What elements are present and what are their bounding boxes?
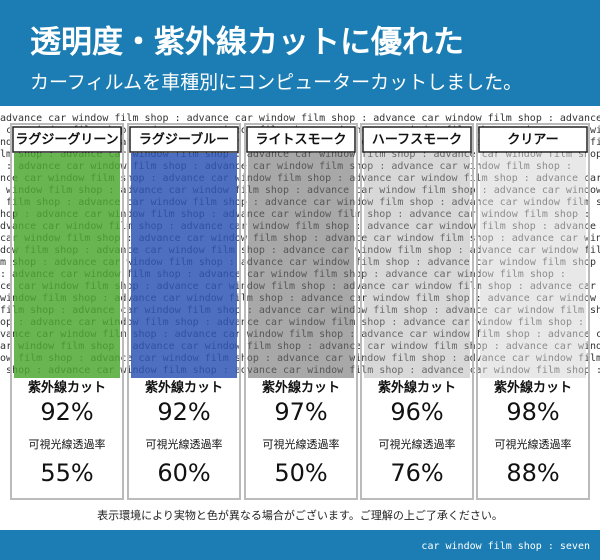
card-body [129, 378, 239, 498]
card-body [478, 378, 588, 498]
visible-value: 76% [390, 459, 443, 487]
note: 表示環境により実物と色が異なる場合がございます。ご理解の上ご了承ください。 [97, 508, 503, 522]
card-frame [476, 123, 590, 500]
uv-label: 紫外線カット [28, 380, 106, 396]
uv-value: 97% [274, 398, 327, 426]
film-name: ラグジーブルー [139, 132, 229, 148]
glass [480, 153, 586, 379]
visible-label: 可視光線透過率 [379, 437, 456, 451]
film-name: クリアー [507, 133, 558, 148]
visible-value: 50% [274, 459, 327, 487]
uv-label: 紫外線カット [145, 380, 223, 396]
card-body [12, 378, 122, 498]
card-frame [10, 123, 124, 500]
card-body [246, 378, 356, 498]
card-header [478, 126, 588, 153]
card-frame [127, 123, 241, 500]
footer-band [0, 530, 600, 560]
visible-label: 可視光線透過率 [146, 437, 223, 451]
card-frame [360, 123, 474, 500]
glass [248, 153, 354, 379]
uv-value: 92% [157, 398, 210, 426]
header-band [0, 0, 600, 106]
uv-value: 92% [40, 398, 93, 426]
uv-value: 96% [390, 398, 443, 426]
uv-value: 98% [506, 398, 559, 426]
footer: car window film shop : seven [421, 541, 590, 552]
title: 透明度・紫外線カットに優れた [30, 25, 464, 61]
card-header [129, 126, 239, 153]
cards: ラグジーグリーン紫外線カット92%可視光線透過率55%ラグジーブルー紫外線カット… [10, 123, 590, 500]
visible-value: 88% [506, 459, 559, 487]
glass [131, 153, 237, 379]
card-header [12, 126, 122, 153]
card-header [362, 126, 472, 153]
card-header [246, 126, 356, 153]
card-frame [244, 123, 358, 500]
subtitle: カーフィルムを車種別にコンピューターカットしました。 [30, 72, 522, 94]
glass [364, 153, 470, 379]
visible-value: 55% [40, 459, 93, 487]
film-name: ラグジーグリーン [15, 132, 118, 148]
uv-label: 紫外線カット [378, 380, 456, 396]
card-body [362, 378, 472, 498]
visible-label: 可視光線透過率 [263, 437, 340, 451]
film-name: ライトスモーク [255, 133, 346, 148]
visible-label: 可視光線透過率 [29, 437, 106, 451]
visible-value: 60% [157, 459, 210, 487]
pattern-row: advance car window film shop : advance c… [0, 113, 600, 124]
uv-label: 紫外線カット [262, 380, 340, 396]
uv-label: 紫外線カット [494, 380, 572, 396]
visible-label: 可視光線透過率 [495, 437, 572, 451]
glass [14, 153, 120, 379]
film-name: ハーフスモーク [372, 133, 462, 148]
